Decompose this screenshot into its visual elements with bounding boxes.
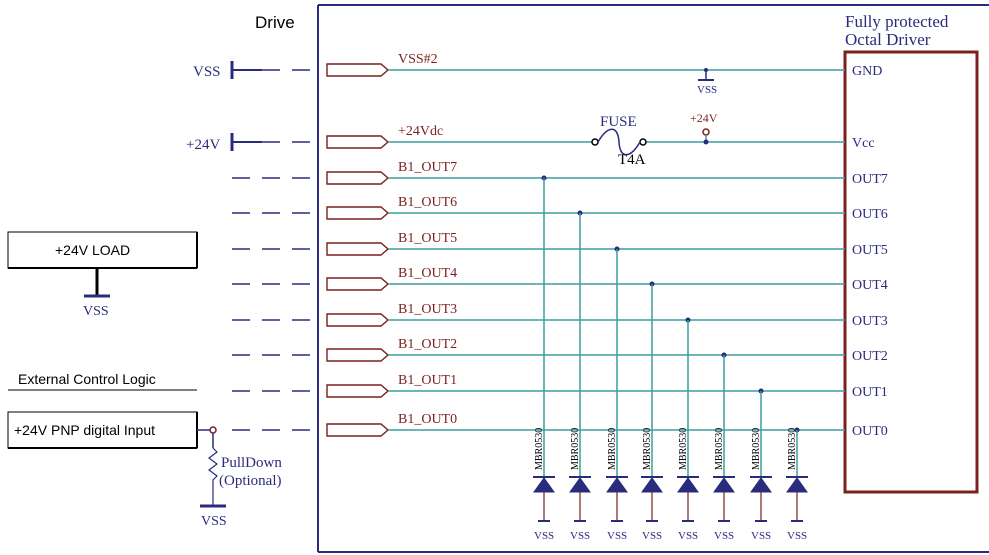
vcc-tap: +24V (690, 111, 718, 145)
gnd-tap: VSS (697, 68, 717, 96)
net-label: +24Vdc (398, 124, 443, 139)
fuse: FUSE T4A (591, 114, 647, 168)
connector-arrow (326, 384, 390, 398)
v24-supply-label: +24V (186, 137, 220, 153)
connector-arrow (326, 348, 390, 362)
net-label: VSS#2 (398, 52, 438, 67)
net-label: B1_OUT7 (398, 160, 457, 175)
diode-ground-label: VSS (534, 530, 554, 542)
driver-title-line2: Octal Driver (845, 30, 931, 49)
diode-ground-label: VSS (787, 530, 807, 542)
pulldown-label-line2: (Optional) (219, 473, 281, 489)
connector-arrow (326, 63, 390, 77)
diode-part-label: MBR0530 (751, 428, 762, 470)
gnd-tap-label: VSS (697, 84, 717, 96)
driver-pin-label: OUT5 (852, 243, 888, 258)
clamp-diode: MBR0530 VSS (606, 246, 628, 542)
pulldown-resistor (208, 447, 218, 505)
diode-part-label: MBR0530 (678, 428, 689, 470)
driver-title-line1: Fully protected (845, 12, 949, 31)
clamp-diode: MBR0530 VSS (533, 175, 555, 542)
connector-arrow (326, 313, 390, 327)
octal-driver-block (843, 50, 979, 494)
clamp-diode: MBR0530 VSS (641, 281, 663, 542)
fuse-label: FUSE (600, 114, 637, 130)
connector-arrow (326, 242, 390, 256)
drive-label: Drive (255, 13, 295, 32)
load-ground-label: VSS (83, 304, 109, 319)
connector-arrow (326, 135, 390, 149)
load-label: +24V LOAD (55, 242, 130, 258)
vss-supply-label: VSS (193, 64, 221, 80)
clamp-diode: MBR0530 VSS (750, 388, 772, 542)
clamp-diode: MBR0530 VSS (569, 210, 591, 542)
diode-part-label: MBR0530 (570, 428, 581, 470)
net-label: B1_OUT3 (398, 302, 457, 317)
v24-supply-symbol: +24V (186, 133, 262, 153)
fuse-rating: T4A (618, 152, 646, 168)
diode-ground-label: VSS (714, 530, 734, 542)
net-label: B1_OUT6 (398, 195, 457, 210)
diode-ground-label: VSS (678, 530, 698, 542)
connector-arrow (326, 206, 390, 220)
diode-ground-label: VSS (570, 530, 590, 542)
driver-pin-label: Vcc (852, 136, 875, 151)
connector-arrow (326, 277, 390, 291)
diode-part-label: MBR0530 (607, 428, 618, 470)
diode-ground-label: VSS (642, 530, 662, 542)
clamp-diode: MBR0530 VSS (713, 352, 735, 542)
clamp-diode: MBR0530 VSS (786, 427, 808, 542)
diode-ground-label: VSS (751, 530, 771, 542)
driver-pin-label: OUT0 (852, 424, 888, 439)
load-block: +24V LOAD VSS (7, 231, 198, 319)
vcc-tap-label: +24V (690, 111, 718, 125)
vss-supply-symbol: VSS (193, 61, 262, 80)
net-label: B1_OUT5 (398, 231, 457, 246)
connector-arrow (326, 171, 390, 185)
driver-pin-label: OUT3 (852, 314, 888, 329)
net-label: B1_OUT4 (398, 266, 457, 281)
diode-part-label: MBR0530 (787, 428, 798, 470)
driver-pin-label: OUT7 (852, 172, 888, 187)
net-label: B1_OUT0 (398, 412, 457, 427)
external-title: External Control Logic (18, 371, 156, 387)
diode-ground-label: VSS (607, 530, 627, 542)
pulldown-ground-label: VSS (201, 514, 227, 529)
driver-pin-label: GND (852, 64, 882, 79)
driver-pin-label: OUT2 (852, 349, 888, 364)
pulldown-label-line1: PullDown (221, 455, 282, 471)
driver-pin-label: OUT4 (852, 278, 888, 293)
external-input-label: +24V PNP digital Input (14, 422, 155, 438)
net-label: B1_OUT2 (398, 337, 457, 352)
diode-part-label: MBR0530 (642, 428, 653, 470)
connector-arrow (326, 423, 390, 437)
diode-part-label: MBR0530 (534, 428, 545, 470)
diode-part-label: MBR0530 (714, 428, 725, 470)
driver-pin-label: OUT6 (852, 207, 888, 222)
driver-pin-label: OUT1 (852, 385, 888, 400)
net-label: B1_OUT1 (398, 373, 457, 388)
clamp-diode: MBR0530 VSS (677, 317, 699, 542)
external-control-block: External Control Logic +24V PNP digital … (7, 371, 282, 529)
